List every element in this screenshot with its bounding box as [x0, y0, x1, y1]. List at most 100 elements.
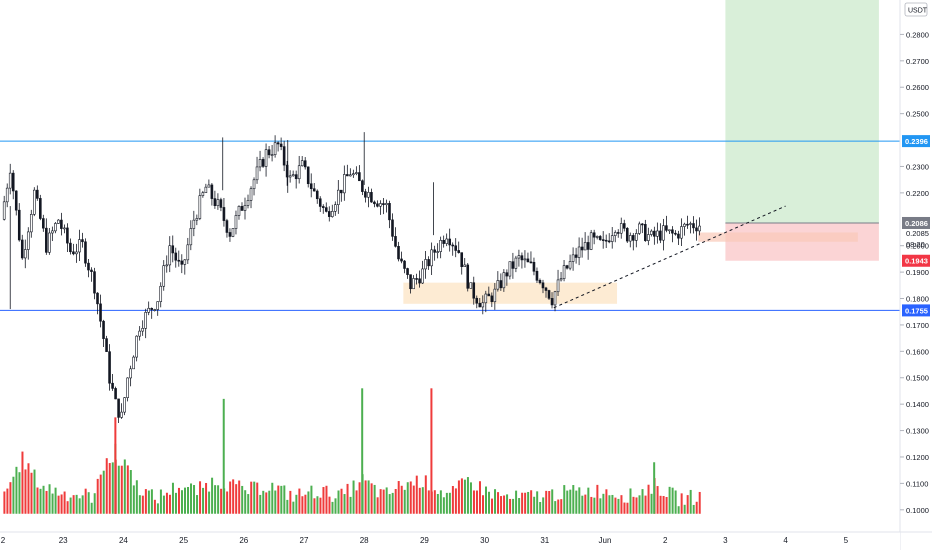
volume-bar	[87, 492, 90, 514]
candle-body	[415, 278, 418, 280]
volume-bar	[123, 459, 126, 514]
volume-bar	[521, 492, 524, 514]
candle-body	[568, 261, 572, 269]
price-tick-label: 0.2300	[906, 162, 929, 171]
volume-bar	[671, 487, 674, 514]
position-loss-zone[interactable]	[725, 222, 879, 261]
volume-bar	[659, 495, 662, 514]
volume-bar	[632, 496, 635, 514]
candle-body	[78, 239, 81, 253]
candle-body	[93, 271, 96, 294]
volume-bar	[129, 470, 132, 514]
volume-bar	[208, 491, 211, 514]
volume-bar	[81, 495, 84, 514]
time-tick-label: Jun	[599, 536, 612, 545]
candle-body	[84, 241, 87, 264]
time-tick-label: 3	[723, 536, 728, 545]
currency-label: USDT	[908, 8, 928, 15]
price-tag	[902, 304, 930, 317]
candle-body	[409, 274, 412, 290]
candle-body	[505, 272, 509, 277]
candle-body	[75, 251, 78, 255]
currency-badge[interactable]	[904, 2, 928, 17]
volume-bar	[156, 503, 159, 514]
candle-body	[604, 239, 608, 242]
candle-body	[689, 223, 692, 225]
volume-bar	[99, 474, 102, 514]
candle-body	[469, 282, 473, 289]
time-axis[interactable]	[0, 532, 900, 550]
price-tick-label: 0.1100	[906, 479, 928, 488]
volume-bar	[590, 496, 593, 514]
volume-bar	[536, 491, 539, 514]
volume-bar	[412, 485, 415, 514]
candle-body	[448, 238, 451, 246]
candle-body	[210, 184, 214, 199]
candle-body	[273, 142, 277, 155]
candle-body	[388, 203, 391, 221]
volume-bar	[165, 492, 168, 514]
candle-body	[42, 218, 45, 229]
candle-body	[36, 189, 39, 199]
candle-body	[237, 206, 241, 216]
candle-body	[346, 174, 349, 177]
volume-bar	[539, 501, 542, 514]
candle-body	[586, 242, 590, 250]
candle-body	[48, 232, 51, 253]
support-zone[interactable]	[403, 282, 618, 304]
volume-bar	[193, 485, 196, 514]
volume-bar	[629, 488, 632, 514]
candle-body	[550, 298, 554, 306]
volume-bar	[229, 481, 232, 514]
volume-bar	[668, 486, 671, 514]
candle-body	[559, 278, 563, 281]
candle-body	[439, 240, 442, 252]
price-tick-label: 0.2000	[906, 242, 929, 251]
candle-body	[333, 204, 337, 212]
volume-bar	[250, 481, 253, 514]
volume-bar	[418, 487, 421, 514]
candle-body	[511, 261, 515, 269]
candle-body	[514, 257, 518, 269]
candle-body	[583, 242, 587, 251]
volume-bar	[433, 490, 436, 514]
candle-body	[367, 192, 370, 198]
candle-body	[261, 159, 265, 167]
volume-bar	[132, 485, 135, 514]
volume-bar	[153, 499, 156, 514]
volume-bar	[566, 490, 569, 514]
volume-bar	[202, 487, 205, 514]
price-axis[interactable]	[900, 0, 932, 550]
resistance-zone[interactable]	[698, 232, 858, 242]
candle-body	[418, 278, 421, 284]
candle-body	[318, 198, 322, 207]
candle-body	[496, 280, 500, 290]
volume-bar	[6, 488, 9, 514]
volume-bar	[400, 485, 403, 514]
volume-bar	[57, 495, 60, 514]
candle-body	[129, 368, 132, 379]
candle-body	[607, 240, 611, 243]
volume-bar	[244, 490, 247, 514]
candle-body	[282, 146, 286, 166]
time-tick-label: 26	[239, 536, 248, 545]
candle-body	[571, 254, 575, 262]
volume-bar	[578, 487, 581, 514]
candle-body	[225, 220, 229, 233]
candle-body	[222, 207, 226, 221]
volume-bar	[454, 488, 457, 514]
volume-bar	[608, 495, 611, 514]
candle-body	[442, 240, 445, 244]
time-tick-label: 29	[420, 536, 429, 545]
volume-bar	[551, 489, 554, 514]
volume-bar	[683, 504, 686, 514]
candle-body	[126, 377, 129, 398]
candle-body	[60, 219, 63, 229]
trendline[interactable]	[553, 205, 786, 309]
position-profit-zone[interactable]	[725, 0, 879, 223]
price-tick-label: 0.2800	[906, 30, 929, 39]
volume-bar	[379, 489, 382, 514]
candle-body	[394, 236, 397, 247]
